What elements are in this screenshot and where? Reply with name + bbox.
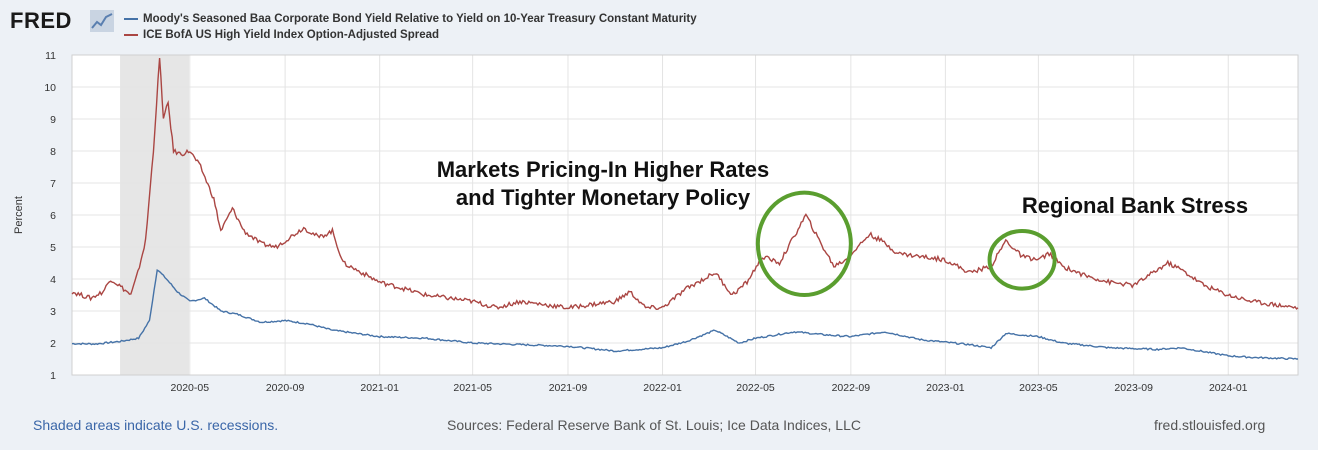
- legend-label-baa: Moody's Seasoned Baa Corporate Bond Yiel…: [143, 13, 697, 25]
- x-tick-label: 2021-01: [360, 382, 399, 394]
- annotation-higher-rates-line-2: and Tighter Monetary Policy: [455, 185, 751, 210]
- chart-line-icon: [90, 10, 114, 32]
- x-tick-label: 2022-09: [832, 382, 871, 394]
- x-tick-label: 2022-01: [643, 382, 682, 394]
- x-tick-label: 2020-05: [171, 382, 210, 394]
- legend-swatch-hy: [124, 34, 138, 36]
- fred-logo[interactable]: FRED: [10, 8, 72, 33]
- legend: Moody's Seasoned Baa Corporate Bond Yiel…: [124, 11, 697, 43]
- highlight-circle-1: [755, 190, 853, 298]
- y-tick-label: 7: [50, 178, 56, 190]
- legend-item-hy[interactable]: ICE BofA US High Yield Index Option-Adju…: [124, 27, 697, 43]
- x-tick-label: 2021-09: [549, 382, 588, 394]
- x-tick-label: 2024-01: [1209, 382, 1248, 394]
- site-link[interactable]: fred.stlouisfed.org: [1154, 417, 1266, 433]
- x-tick-label: 2023-09: [1114, 382, 1153, 394]
- y-tick-label: 1: [50, 370, 56, 382]
- y-axis-label: Percent: [13, 196, 25, 234]
- annotation-higher-rates-line-1: Markets Pricing-In Higher Rates: [436, 157, 770, 182]
- x-tick-label: 2023-05: [1019, 382, 1058, 394]
- plot-border: [71, 54, 1299, 376]
- legend-swatch-baa: [124, 18, 138, 20]
- x-tick-label: 2020-09: [266, 382, 305, 394]
- y-tick-label: 3: [50, 306, 56, 318]
- x-tick-label: 2022-05: [736, 382, 775, 394]
- highlight-circle-2: [987, 228, 1057, 291]
- y-tick-label: 9: [50, 114, 56, 126]
- recession-note[interactable]: Shaded areas indicate U.S. recessions.: [33, 417, 279, 433]
- annotation-bank-stress-line-1: Regional Bank Stress: [1021, 193, 1249, 218]
- header: FRED Moody's Seasoned Baa Corporate Bond…: [0, 0, 1318, 48]
- series-line-baa: [71, 268, 1298, 360]
- y-tick-label: 4: [50, 274, 56, 286]
- annotation-higher-rates: Markets Pricing-In Higher Rates and Tigh…: [418, 156, 788, 212]
- legend-label-hy: ICE BofA US High Yield Index Option-Adju…: [143, 29, 440, 41]
- y-tick-label: 8: [50, 146, 56, 158]
- x-tick-label: 2021-05: [453, 382, 492, 394]
- y-tick-label: 11: [45, 50, 56, 62]
- legend-item-baa[interactable]: Moody's Seasoned Baa Corporate Bond Yiel…: [124, 11, 697, 27]
- sources-note: Sources: Federal Reserve Bank of St. Lou…: [447, 417, 861, 433]
- series-line-hy: [71, 57, 1299, 311]
- y-tick-label: 10: [44, 82, 56, 94]
- y-tick-label: 5: [50, 242, 56, 254]
- y-tick-label: 2: [50, 338, 56, 350]
- y-tick-label: 6: [50, 210, 56, 222]
- x-tick-label: 2023-01: [926, 382, 965, 394]
- annotation-bank-stress: Regional Bank Stress: [1000, 192, 1270, 220]
